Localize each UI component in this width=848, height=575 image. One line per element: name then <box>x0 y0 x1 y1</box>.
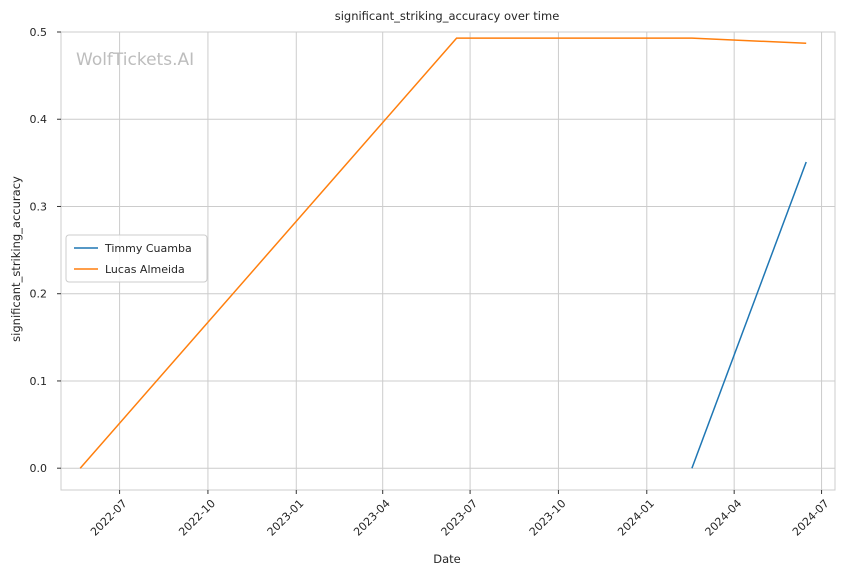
grid-lines <box>61 31 835 490</box>
legend: Timmy Cuamba Lucas Almeida <box>65 234 208 283</box>
y-tick-label: 0.1 <box>30 375 48 388</box>
legend-label: Lucas Almeida <box>105 263 185 276</box>
plot-frame <box>60 31 836 491</box>
y-axis-label: significant_striking_accuracy <box>9 176 23 342</box>
series-line-lucas-almeida <box>79 37 807 469</box>
y-tick-label: 0.4 <box>30 113 48 126</box>
y-axis-ticks: 0.0 0.1 0.2 0.3 0.4 0.5 <box>30 26 61 475</box>
legend-box <box>65 234 208 283</box>
y-tick-label: 0.5 <box>30 26 48 39</box>
series-line-timmy-cuamba <box>691 161 807 469</box>
series-lines <box>79 37 807 469</box>
x-axis-label: Date <box>433 552 461 566</box>
chart-title: significant_striking_accuracy over time <box>335 9 560 23</box>
y-tick-label: 0.2 <box>30 288 48 301</box>
watermark: WolfTickets.AI <box>76 50 194 70</box>
legend-label: Timmy Cuamba <box>104 242 192 255</box>
y-tick-label: 0.3 <box>30 200 48 213</box>
y-tick-label: 0.0 <box>30 462 48 475</box>
